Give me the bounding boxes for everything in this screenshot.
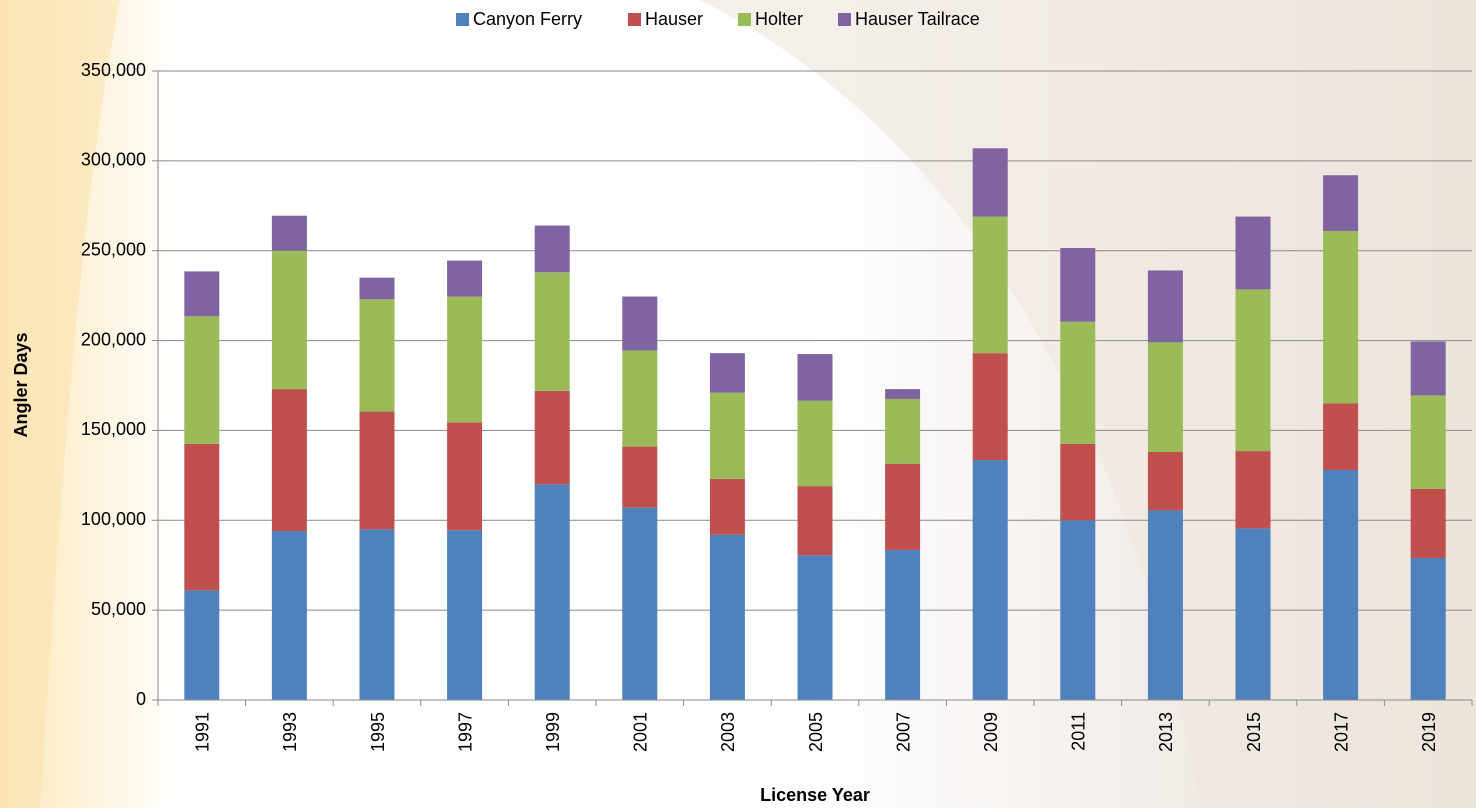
x-tick-label: 1997	[455, 712, 475, 752]
legend-label: Hauser Tailrace	[855, 9, 980, 29]
bar-segment	[622, 507, 658, 700]
legend-swatch	[738, 13, 751, 26]
bar-segment	[184, 443, 220, 591]
bar-segment	[1410, 395, 1446, 489]
x-tick-label: 2007	[893, 712, 913, 752]
x-tick-label: 2009	[981, 712, 1001, 752]
bar-segment	[271, 531, 307, 700]
legend-label: Canyon Ferry	[473, 9, 582, 29]
bar-segment	[709, 478, 745, 535]
y-tick-label: 150,000	[81, 419, 146, 439]
y-tick-label: 200,000	[81, 329, 146, 349]
bar-segment	[709, 534, 745, 700]
bar-segment	[885, 389, 921, 399]
bar-segment	[271, 250, 307, 390]
bar-segment	[1235, 216, 1271, 290]
y-tick-label: 0	[136, 689, 146, 709]
bar-segment	[1323, 403, 1359, 470]
x-tick-label: 2011	[1069, 712, 1089, 751]
bar-segment	[359, 277, 395, 300]
bar-segment	[271, 389, 307, 532]
y-tick-label: 300,000	[81, 150, 146, 170]
bar-segment	[1410, 341, 1446, 396]
bar-segment	[1147, 342, 1183, 452]
bar-segment	[1235, 528, 1271, 700]
bar-segment	[447, 530, 483, 700]
background-shape	[0, 0, 120, 808]
y-tick-label: 50,000	[91, 599, 146, 619]
bar-segment	[622, 446, 658, 508]
bar-segment	[359, 529, 395, 700]
legend-swatch	[628, 13, 641, 26]
bar-segment	[447, 422, 483, 531]
bar-segment	[447, 296, 483, 423]
x-tick-label: 1993	[280, 712, 300, 752]
bar-segment	[797, 486, 833, 556]
x-tick-label: 2019	[1419, 712, 1439, 752]
bar-segment	[1060, 248, 1096, 322]
bar-segment	[885, 463, 921, 550]
bar-segment	[622, 350, 658, 447]
bar-segment	[709, 353, 745, 393]
bar-segment	[1147, 510, 1183, 700]
bar-segment	[534, 225, 570, 273]
bar-segment	[1323, 230, 1359, 404]
y-tick-label: 100,000	[81, 509, 146, 529]
x-tick-label: 2013	[1156, 712, 1176, 752]
bar-segment	[1060, 443, 1096, 521]
bar-segment	[534, 484, 570, 700]
bar-segment	[622, 296, 658, 351]
bar-segment	[709, 392, 745, 479]
bar-segment	[184, 316, 220, 444]
bar-segment	[1235, 451, 1271, 529]
bar-segment	[1060, 520, 1096, 700]
bar-segment	[1147, 270, 1183, 343]
x-tick-label: 2015	[1244, 712, 1264, 752]
y-tick-label: 350,000	[81, 60, 146, 80]
bar-segment	[885, 549, 921, 700]
bar-segment	[1323, 469, 1359, 700]
bar-segment	[184, 271, 220, 317]
bar-segment	[885, 398, 921, 464]
bar-segment	[359, 411, 395, 530]
bar-segment	[1235, 289, 1271, 452]
x-tick-label: 2003	[718, 712, 738, 752]
bar-segment	[534, 272, 570, 391]
bar-segment	[447, 260, 483, 297]
x-tick-label: 1995	[368, 712, 388, 752]
legend-swatch	[838, 13, 851, 26]
bar-segment	[972, 216, 1008, 354]
bar-segment	[1147, 451, 1183, 511]
bar-segment	[972, 460, 1008, 700]
bar-segment	[271, 215, 307, 251]
x-tick-label: 1999	[543, 712, 563, 752]
y-tick-label: 250,000	[81, 239, 146, 259]
x-tick-label: 2005	[806, 712, 826, 752]
bar-segment	[1323, 175, 1359, 231]
legend-label: Holter	[755, 9, 803, 29]
x-axis-title: License Year	[760, 785, 870, 805]
legend-label: Hauser	[645, 9, 703, 29]
bar-segment	[1410, 488, 1446, 559]
bar-segment	[534, 390, 570, 485]
x-tick-label: 2001	[631, 712, 651, 752]
x-tick-label: 2017	[1331, 712, 1351, 752]
x-tick-label: 1991	[193, 712, 213, 752]
bar-segment	[797, 354, 833, 401]
bar-segment	[797, 400, 833, 487]
y-axis-title: Angler Days	[11, 332, 31, 437]
legend-swatch	[456, 13, 469, 26]
bar-segment	[972, 353, 1008, 461]
bar-segment	[1060, 321, 1096, 444]
bar-segment	[359, 299, 395, 412]
bar-segment	[797, 555, 833, 700]
bar-segment	[972, 148, 1008, 217]
bar-segment	[184, 590, 220, 700]
bar-segment	[1410, 558, 1446, 700]
